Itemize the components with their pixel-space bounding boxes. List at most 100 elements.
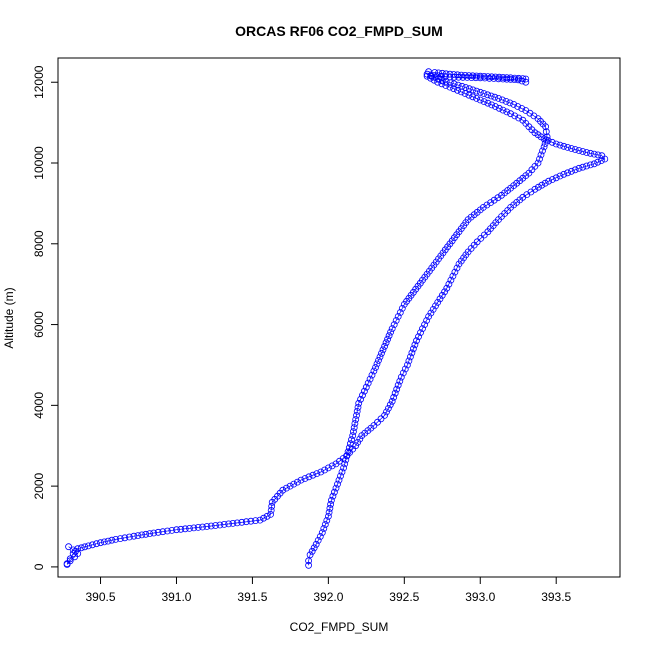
data-point bbox=[510, 101, 518, 108]
data-point bbox=[549, 176, 556, 183]
data-point bbox=[108, 536, 116, 544]
y-tick-label: 4000 bbox=[32, 392, 46, 419]
data-point bbox=[314, 537, 322, 544]
data-point bbox=[443, 284, 451, 292]
data-point bbox=[370, 367, 378, 375]
data-point bbox=[571, 166, 579, 174]
data-point bbox=[597, 157, 605, 165]
data-point bbox=[383, 408, 390, 416]
data-point bbox=[484, 99, 492, 107]
data-point bbox=[411, 341, 419, 349]
y-axis-label: Altitude (m) bbox=[2, 287, 16, 348]
x-tick-label: 392.5 bbox=[389, 590, 419, 604]
x-axis: 390.5 391.0 391.5 392.0 392.5 393.0 393.5 bbox=[86, 577, 572, 604]
data-point bbox=[93, 540, 100, 548]
data-point bbox=[190, 524, 198, 532]
data-point bbox=[431, 73, 439, 81]
x-tick-label: 393.5 bbox=[541, 590, 571, 604]
data-point bbox=[483, 201, 491, 209]
data-point bbox=[263, 512, 271, 520]
data-point bbox=[568, 145, 575, 152]
data-point bbox=[583, 149, 590, 156]
data-point bbox=[159, 528, 167, 536]
data-point bbox=[341, 460, 349, 468]
data-point bbox=[461, 72, 469, 79]
data-point bbox=[77, 544, 85, 552]
data-point bbox=[432, 302, 439, 310]
data-point bbox=[423, 72, 431, 80]
data-point bbox=[400, 300, 408, 308]
data-point bbox=[324, 464, 332, 472]
data-point bbox=[413, 337, 420, 345]
data-point bbox=[421, 321, 429, 329]
data-point bbox=[491, 103, 499, 110]
data-point bbox=[354, 403, 362, 411]
data-point bbox=[368, 371, 376, 379]
data-point bbox=[207, 522, 215, 530]
data-point bbox=[494, 194, 502, 202]
data-point bbox=[454, 71, 461, 79]
data-point bbox=[343, 452, 351, 460]
data-point bbox=[423, 317, 431, 324]
data-point bbox=[387, 328, 395, 336]
data-point bbox=[564, 169, 571, 177]
data-point bbox=[130, 532, 138, 540]
data-point bbox=[590, 150, 598, 158]
data-point bbox=[353, 407, 361, 415]
x-axis-label: CO2_FMPD_SUM bbox=[290, 620, 389, 634]
data-point bbox=[535, 183, 542, 191]
data-point bbox=[330, 488, 338, 496]
data-point bbox=[503, 108, 511, 116]
data-point bbox=[396, 377, 404, 385]
data-point bbox=[449, 272, 457, 280]
data-point bbox=[177, 525, 185, 533]
data-point bbox=[477, 234, 485, 242]
data-point bbox=[344, 448, 352, 456]
data-point bbox=[507, 74, 515, 82]
data-point bbox=[556, 172, 564, 180]
data-point bbox=[469, 86, 477, 94]
y-tick-label: 8000 bbox=[32, 230, 46, 257]
data-point bbox=[396, 309, 404, 316]
data-point bbox=[89, 541, 96, 549]
data-point bbox=[446, 83, 454, 91]
data-point bbox=[542, 123, 549, 131]
data-point bbox=[435, 69, 442, 77]
data-point bbox=[366, 375, 374, 383]
data-point bbox=[325, 509, 333, 516]
data-point bbox=[484, 73, 492, 80]
y-axis: 0 2000 4000 6000 8000 10000 12000 bbox=[32, 65, 58, 570]
data-point bbox=[446, 70, 454, 78]
data-point bbox=[538, 181, 546, 189]
data-point bbox=[378, 349, 385, 357]
data-point bbox=[518, 105, 526, 112]
data-point bbox=[316, 533, 324, 540]
data-point bbox=[233, 519, 241, 527]
data-point bbox=[531, 185, 539, 193]
data-point bbox=[282, 484, 290, 492]
data-point bbox=[536, 155, 543, 163]
data-point bbox=[446, 79, 454, 86]
data-point bbox=[100, 538, 108, 546]
data-point bbox=[324, 513, 332, 520]
data-point bbox=[491, 73, 499, 81]
chart-title: ORCAS RF06 CO2_FMPD_SUM bbox=[235, 23, 443, 39]
data-point bbox=[81, 543, 89, 551]
data-point bbox=[112, 536, 120, 543]
x-tick-label: 390.5 bbox=[86, 590, 116, 604]
data-point bbox=[488, 101, 496, 109]
data-point bbox=[212, 522, 219, 529]
data-point bbox=[579, 163, 587, 171]
data-point bbox=[154, 528, 162, 536]
data-point bbox=[515, 114, 523, 122]
data-point bbox=[552, 140, 560, 148]
data-point bbox=[480, 98, 488, 105]
data-point bbox=[541, 179, 549, 187]
data-point bbox=[317, 468, 325, 476]
data-point bbox=[409, 345, 417, 353]
data-point bbox=[199, 523, 206, 531]
data-point bbox=[465, 91, 473, 99]
data-point bbox=[537, 151, 545, 159]
data-point bbox=[519, 75, 527, 82]
data-point bbox=[511, 112, 519, 120]
